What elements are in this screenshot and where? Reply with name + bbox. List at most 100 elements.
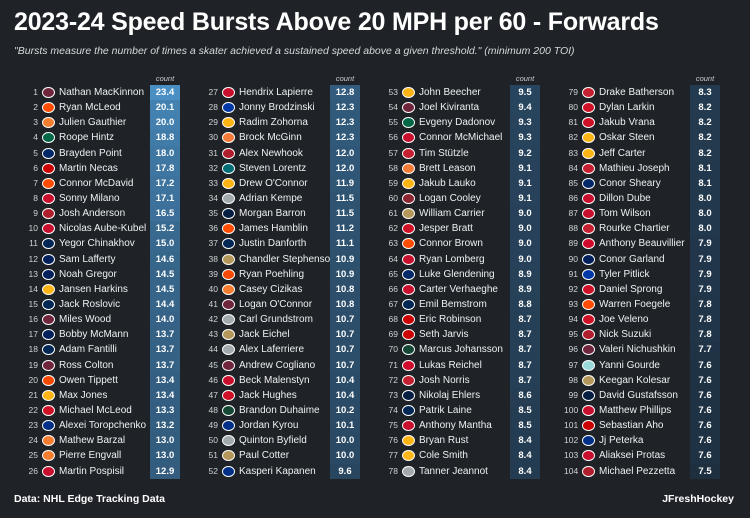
count-value-cell: 7.8: [690, 296, 720, 313]
player-name: Carter Verhaeghe: [419, 283, 498, 295]
count-value-cell: 10.8: [330, 296, 360, 313]
player-name: Conor Garland: [599, 253, 665, 265]
table-row: 12 Sam Lafferty 14.6: [24, 251, 204, 267]
table-row: 30 Brock McGinn 12.3: [204, 130, 384, 146]
count-header: count: [335, 74, 355, 83]
player-name: Brandon Duhaime: [239, 404, 320, 416]
team-logo-icon: [402, 238, 415, 250]
team-logo-icon: [402, 117, 415, 129]
player-name: Jordan Kyrou: [239, 420, 299, 432]
count-value-cell: 10.0: [330, 448, 360, 464]
team-logo-icon: [582, 208, 595, 220]
table-row: 67 Emil Bemstrom 8.8: [384, 296, 564, 313]
team-logo-icon: [42, 238, 55, 250]
team-logo-icon: [42, 450, 55, 462]
team-logo-icon: [222, 162, 235, 174]
team-logo-icon: [222, 344, 235, 356]
count-value-cell: 8.2: [690, 130, 720, 146]
rank-number: 41: [208, 298, 218, 309]
team-logo-icon: [402, 374, 415, 386]
player-name: Michael Pezzetta: [599, 465, 676, 477]
count-value-cell: 17.8: [150, 160, 180, 176]
team-logo-icon: [402, 177, 415, 189]
team-logo-icon: [582, 435, 595, 447]
count-value-cell: 12.9: [150, 463, 180, 479]
count-value-cell: 14.6: [150, 251, 180, 267]
rank-number: 29: [208, 117, 218, 128]
rank-number: 10: [28, 223, 38, 234]
table-row: 89 Anthony Beauvillier 7.9: [564, 236, 744, 252]
rank-number: 93: [568, 298, 578, 309]
count-value-cell: 8.7: [510, 342, 540, 358]
player-name: Daniel Sprong: [599, 283, 663, 295]
count-value-cell: 10.7: [330, 357, 360, 373]
count-value-cell: 8.0: [690, 190, 720, 207]
rank-number: 13: [28, 268, 38, 279]
table-row: 70 Marcus Johansson 8.7: [384, 342, 564, 358]
count-value-cell: 11.1: [330, 236, 360, 252]
rank-number: 57: [388, 147, 398, 158]
team-logo-icon: [42, 268, 55, 280]
count-value-cell: 8.9: [510, 266, 540, 282]
player-name: Dillon Dube: [599, 192, 651, 204]
count-value-cell: 14.0: [150, 312, 180, 328]
player-name: Josh Anderson: [59, 208, 126, 220]
count-value-cell: 13.4: [150, 372, 180, 388]
rank-number: 47: [208, 389, 218, 400]
rank-number: 52: [208, 465, 218, 476]
team-logo-icon: [582, 253, 595, 265]
count-value-cell: 11.5: [330, 190, 360, 207]
table-row: 64 Ryan Lomberg 9.0: [384, 251, 564, 267]
count-value-cell: 8.7: [510, 312, 540, 328]
player-name: Patrik Laine: [419, 404, 472, 416]
rank-number: 76: [388, 435, 398, 446]
player-name: Max Jones: [59, 389, 108, 401]
chart-subtitle: "Bursts measure the number of times a sk…: [14, 45, 575, 57]
rank-number: 50: [208, 435, 218, 446]
player-name: Nicolas Aube-Kubel: [59, 223, 147, 235]
table-row: 15 Jack Roslovic 14.4: [24, 296, 204, 313]
table-row: 20 Owen Tippett 13.4: [24, 372, 204, 388]
count-value-cell: 12.3: [330, 130, 360, 146]
table-row: 16 Miles Wood 14.0: [24, 312, 204, 328]
player-name: Tim Stützle: [419, 147, 469, 159]
table-row: 22 Michael McLeod 13.3: [24, 402, 204, 419]
rank-number: 26: [28, 465, 38, 476]
rank-number: 70: [388, 344, 398, 355]
rank-number: 77: [388, 450, 398, 461]
player-name: Brett Leason: [419, 162, 476, 174]
table-row: 78 Tanner Jeannot 8.4: [384, 463, 564, 479]
player-name: Marcus Johansson: [419, 344, 503, 356]
team-logo-icon: [402, 223, 415, 235]
rank-number: 21: [28, 389, 38, 400]
rank-number: 20: [28, 374, 38, 385]
player-name: Lukas Reichel: [419, 359, 482, 371]
player-name: Sam Lafferty: [59, 253, 116, 265]
table-row: 82 Oskar Steen 8.2: [564, 130, 744, 146]
table-row: 32 Steven Lorentz 12.0: [204, 160, 384, 176]
player-name: Anthony Mantha: [419, 420, 492, 432]
rank-number: 46: [208, 374, 218, 385]
count-value-cell: 16.5: [150, 206, 180, 222]
rank-number: 8: [33, 192, 38, 203]
player-name: Michael McLeod: [59, 404, 132, 416]
rank-number: 79: [568, 87, 578, 97]
team-logo-icon: [582, 298, 595, 310]
team-logo-icon: [222, 147, 235, 159]
count-value-cell: 9.6: [330, 463, 360, 479]
player-name: Yanni Gourde: [599, 359, 660, 371]
table-row: 71 Lukas Reichel 8.7: [384, 357, 564, 373]
team-logo-icon: [222, 208, 235, 220]
count-value-cell: 17.1: [150, 190, 180, 207]
player-name: Valeri Nichushkin: [599, 344, 676, 356]
rank-number: 103: [564, 450, 579, 461]
player-name: Justin Danforth: [239, 238, 307, 250]
table-row: 72 Josh Norris 8.7: [384, 372, 564, 388]
table-row: 45 Andrew Cogliano 10.7: [204, 357, 384, 373]
team-logo-icon: [42, 329, 55, 341]
player-name: Martin Necas: [59, 162, 118, 174]
count-value-cell: 15.2: [150, 221, 180, 237]
count-value-cell: 11.5: [330, 206, 360, 222]
count-value-cell: 9.4: [510, 100, 540, 116]
table-row: 50 Quinton Byfield 10.0: [204, 433, 384, 449]
